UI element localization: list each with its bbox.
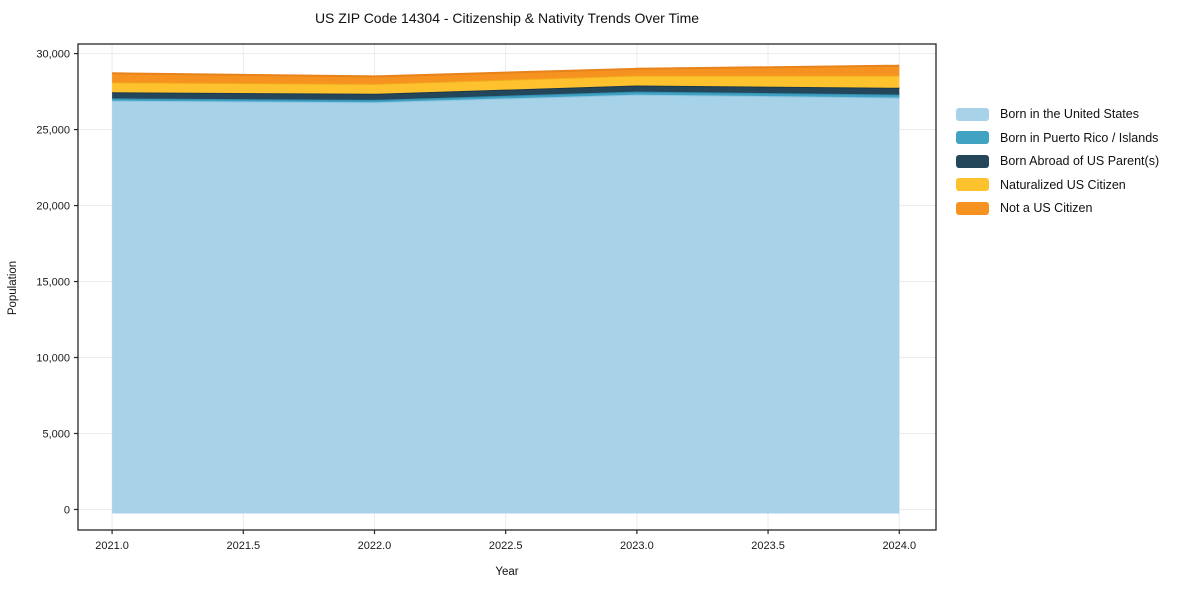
svg-text:2021.5: 2021.5 xyxy=(226,540,260,552)
legend-label: Born in Puerto Rico / Islands xyxy=(1000,130,1159,145)
legend-swatch-born-in-us xyxy=(956,107,989,121)
svg-text:30,000: 30,000 xyxy=(36,49,70,61)
svg-text:25,000: 25,000 xyxy=(36,125,70,137)
svg-text:10,000: 10,000 xyxy=(36,353,70,365)
legend-label: Born in the United States xyxy=(1000,107,1139,121)
svg-text:20,000: 20,000 xyxy=(36,201,70,213)
x-axis-label: Year xyxy=(495,566,519,578)
legend-item: Born Abroad of US Parent(s) xyxy=(956,154,1159,168)
legend-swatch-not-citizen xyxy=(956,201,989,215)
legend-label: Naturalized US Citizen xyxy=(1000,177,1126,192)
legend-item: Not a US Citizen xyxy=(956,201,1159,215)
y-axis-label: Population xyxy=(7,260,19,316)
legend-swatch-born-abroad xyxy=(956,154,989,168)
legend-label: Not a US Citizen xyxy=(1000,201,1093,215)
svg-text:2022.5: 2022.5 xyxy=(489,540,523,552)
legend: Born in the United States Born in Puerto… xyxy=(956,107,1159,215)
legend-swatch-naturalized xyxy=(956,178,989,191)
chart-title: US ZIP Code 14304 - Citizenship & Nativi… xyxy=(314,10,700,26)
svg-text:2023.5: 2023.5 xyxy=(751,540,785,552)
legend-item: Born in the United States xyxy=(956,107,1159,121)
svg-text:2023.0: 2023.0 xyxy=(620,540,654,552)
legend-label: Born Abroad of US Parent(s) xyxy=(1000,154,1160,168)
svg-text:0: 0 xyxy=(64,504,70,516)
legend-swatch-born-puerto-rico xyxy=(956,131,989,144)
svg-text:2021.0: 2021.0 xyxy=(95,540,129,552)
svg-text:2022.0: 2022.0 xyxy=(358,540,392,552)
legend-item: Born in Puerto Rico / Islands xyxy=(956,131,1159,145)
svg-text:5,000: 5,000 xyxy=(42,428,70,440)
legend-item: Naturalized US Citizen xyxy=(956,178,1159,192)
svg-text:15,000: 15,000 xyxy=(36,277,70,289)
svg-text:2024.0: 2024.0 xyxy=(882,540,916,552)
